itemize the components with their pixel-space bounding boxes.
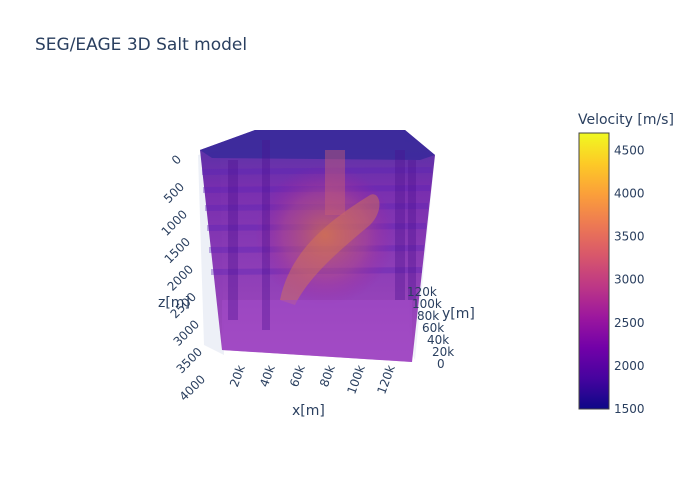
colorbar-tick: 4500 xyxy=(614,143,645,157)
y-tick: 20k xyxy=(432,345,454,359)
z-tick: 2000 xyxy=(165,262,196,293)
z-tick: 3000 xyxy=(171,317,202,348)
colorbar-tick-labels: 1500 2000 2500 3000 3500 4000 4500 xyxy=(614,143,645,416)
z-axis-title: z[m] xyxy=(158,295,190,311)
x-tick: 80k xyxy=(317,363,338,389)
colorbar-tick: 3000 xyxy=(614,273,645,287)
colorbar-tick: 1500 xyxy=(614,402,645,416)
x-tick: 60k xyxy=(287,363,308,389)
volume-scene[interactable]: 20k 40k 60k 80k 100k 120k 020k40k60k80k100k12… xyxy=(158,130,475,419)
x-tick-labels: 20k 40k 60k 80k 100k 120k xyxy=(227,363,398,396)
z-tick: 500 xyxy=(161,180,187,206)
chart-title: SEG/EAGE 3D Salt model xyxy=(35,35,247,55)
z-tick: 3500 xyxy=(174,345,205,376)
salt-ridge xyxy=(280,194,380,305)
y-tick: 120k xyxy=(407,285,437,299)
x-axis-title: x[m] xyxy=(292,403,325,419)
colorbar: Velocity [m/s] 1500 2000 2500 3000 3500 4000 4… xyxy=(578,112,674,416)
salt-stem xyxy=(325,150,345,215)
z-tick: 1000 xyxy=(159,207,190,238)
y-axis-title: y[m] xyxy=(442,306,475,322)
colorbar-tick: 3500 xyxy=(614,230,645,244)
x-tick: 20k xyxy=(227,363,248,389)
z-tick: 4000 xyxy=(177,372,208,403)
volume-streaks xyxy=(228,140,416,330)
z-tick: 1500 xyxy=(162,235,193,266)
salt-body xyxy=(255,165,395,305)
y-tick: 0 xyxy=(437,357,445,371)
x-tick: 100k xyxy=(344,363,367,396)
colorbar-tick: 2500 xyxy=(614,316,645,330)
volume-top-face xyxy=(200,130,435,160)
lower-sediment xyxy=(222,300,412,362)
y-tick: 60k xyxy=(422,321,444,335)
y-tick: 80k xyxy=(417,309,439,323)
y-tick: 100k xyxy=(412,297,442,311)
y-tick: 40k xyxy=(427,333,449,347)
x-tick: 40k xyxy=(257,363,278,389)
colorbar-title: Velocity [m/s] xyxy=(578,112,674,128)
colorbar-gradient xyxy=(578,132,610,410)
z-tick: 0 xyxy=(169,152,184,167)
colorbar-tick: 2000 xyxy=(614,359,645,373)
x-tick: 120k xyxy=(374,363,397,396)
colorbar-tick: 4000 xyxy=(614,186,645,200)
